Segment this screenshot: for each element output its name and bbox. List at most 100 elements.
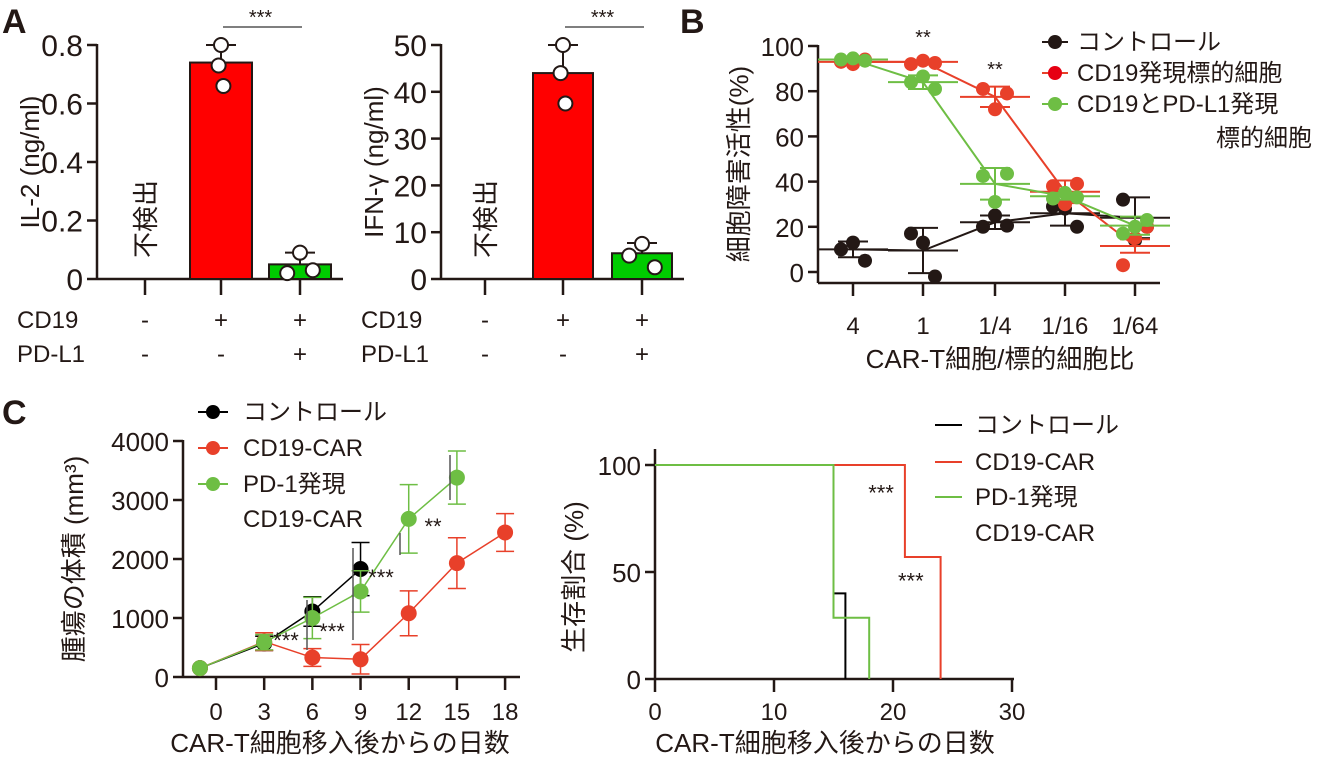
data-point [858, 53, 872, 68]
x-tick-label: 3 [258, 699, 271, 726]
significance-label: *** [368, 565, 394, 590]
data-point [976, 168, 990, 183]
data-point [1140, 213, 1154, 228]
data-point [916, 235, 930, 250]
data-point [304, 262, 321, 279]
cd19-sign: + [556, 307, 570, 334]
y-tick-label: 80 [775, 77, 804, 107]
data-point [352, 561, 369, 578]
row-label-pdl1: PD-L1 [361, 341, 429, 368]
x-axis-label: CAR-T細胞移入後からの日数 [655, 728, 994, 758]
data-point [1000, 218, 1014, 233]
data-point [215, 77, 232, 94]
pdl1-sign: - [217, 341, 225, 368]
data-point [858, 253, 872, 268]
data-point [916, 53, 930, 68]
x-tick-label: 18 [492, 699, 519, 726]
pdl1-sign: - [481, 341, 489, 368]
y-tick-label: 0 [155, 663, 169, 693]
data-point [1128, 219, 1142, 234]
data-point [292, 244, 308, 261]
data-point [834, 242, 848, 257]
significance-label: *** [898, 568, 924, 593]
bar [189, 61, 253, 280]
y-tick-label: 40 [775, 168, 804, 198]
legend-label-continued: 標的細胞 [1216, 125, 1312, 152]
y-tick-label: 60 [775, 122, 804, 152]
y-tick-label: 1000 [111, 604, 169, 634]
bar [268, 263, 332, 280]
cd19-sign: + [214, 307, 228, 334]
data-point [497, 524, 514, 541]
y-tick-label: 50 [612, 558, 641, 588]
data-point [928, 81, 942, 96]
legend-marker [206, 405, 220, 419]
panel-label-b: B [680, 3, 705, 41]
data-point [634, 235, 650, 252]
y-tick-label: 4000 [111, 427, 169, 457]
pdl1-sign: - [141, 341, 149, 368]
x-tick-label: 9 [354, 699, 367, 726]
x-tick-label: 12 [395, 699, 422, 726]
cd19-sign: - [141, 307, 149, 334]
legend-marker [1048, 35, 1062, 49]
row-label-cd19: CD19 [361, 307, 422, 334]
data-point [904, 75, 918, 90]
data-point [1070, 176, 1084, 191]
data-point [904, 226, 918, 241]
data-point [846, 51, 860, 66]
significance-label: *** [273, 628, 299, 653]
bar [611, 252, 673, 280]
panel-label-c: C [2, 394, 27, 432]
x-tick-label: 1/16 [1042, 313, 1089, 340]
data-point [916, 69, 930, 84]
data-point [1000, 86, 1014, 101]
row-label-pdl1: PD-L1 [17, 341, 85, 368]
data-point [400, 605, 417, 622]
data-point [988, 194, 1002, 209]
x-tick-label: 4 [846, 313, 859, 340]
data-point [976, 219, 990, 234]
legend-marker [1048, 66, 1062, 80]
y-tick-label: 10 [394, 217, 427, 250]
data-point [1116, 258, 1130, 273]
y-axis-label: IFN-γ (ng/ml) [359, 86, 389, 238]
y-axis-label: IL-2 (ng/ml) [15, 96, 45, 229]
data-point [1058, 185, 1072, 200]
survival-curve [655, 464, 847, 679]
y-axis-label: 細胞障害活性(%) [724, 66, 754, 262]
legend-label: PD-1発現 [243, 471, 346, 498]
legend-label: CD19-CAR [975, 449, 1095, 476]
data-point [1058, 197, 1072, 212]
pdl1-sign: + [293, 341, 307, 368]
legend-label: コントロール [243, 399, 387, 426]
data-point [557, 95, 574, 112]
legend-label: PD-1発現 [975, 484, 1078, 511]
legend-label: CD19-CAR [243, 435, 363, 462]
data-point [448, 555, 465, 572]
data-point [400, 510, 417, 527]
significance-label: ** [915, 27, 931, 49]
data-point [555, 37, 571, 53]
data-point [646, 259, 663, 276]
legend-label: コントロール [975, 412, 1119, 439]
y-tick-label: 50 [394, 30, 427, 63]
data-point [213, 37, 229, 53]
y-tick-label: 100 [598, 451, 641, 481]
legend-label: CD19-CAR [243, 506, 363, 533]
significance-label: *** [249, 7, 273, 29]
not-detected-label: 不検出 [471, 180, 501, 258]
y-tick-label: 20 [775, 213, 804, 243]
y-tick-label: 0 [66, 264, 83, 297]
data-point [988, 102, 1002, 117]
data-point [304, 649, 321, 666]
cd19-sign: + [293, 307, 307, 334]
legend-marker [1048, 97, 1062, 111]
pdl1-sign: + [635, 341, 649, 368]
data-point [1046, 179, 1060, 194]
legend-label: CD19発現標的細胞 [1077, 60, 1282, 87]
x-tick-label: 15 [444, 699, 471, 726]
data-point [928, 55, 942, 70]
cd19-sign: - [481, 307, 489, 334]
